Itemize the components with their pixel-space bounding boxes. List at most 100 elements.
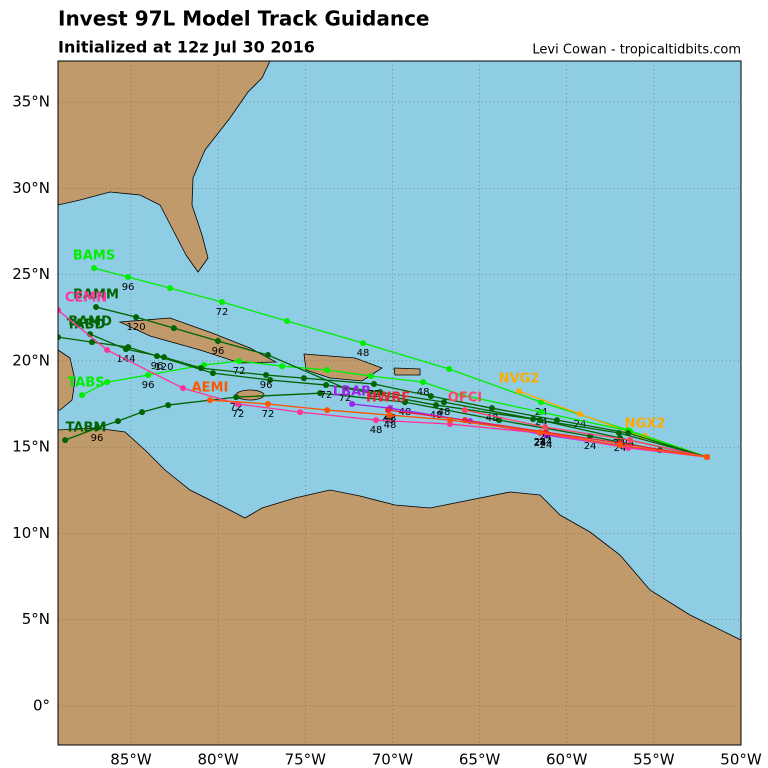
track-point: [92, 304, 99, 311]
track-point: [265, 352, 272, 359]
forecast-hour-label: 48: [384, 413, 397, 424]
south-america: [58, 427, 741, 745]
lon-tick-label: 75°W: [285, 751, 327, 768]
track-point: [373, 417, 380, 424]
track: 24 48 72 96 TABD: [58, 318, 711, 461]
track-name: HWRF: [366, 391, 410, 406]
track-name: NVG2: [499, 372, 540, 387]
track-name: CEMN: [65, 291, 107, 306]
yucatan: [58, 349, 76, 411]
forecast-hour-label: 48: [417, 387, 430, 398]
track-point: [236, 358, 243, 365]
puerto-rico: [393, 367, 421, 376]
forecast-hour-label: 24: [584, 441, 597, 452]
track-point: [263, 372, 270, 379]
track-name: BAMM: [73, 288, 119, 303]
track-line: [95, 306, 708, 458]
track-name: AEMI: [192, 381, 229, 396]
forecast-hour-label: 96: [151, 361, 164, 372]
track-point: [88, 339, 95, 346]
hispaniola: [303, 353, 383, 382]
forecast-hour-label: 48: [370, 425, 383, 436]
lat-tick-label: 15°N: [12, 438, 50, 456]
track-point: [58, 334, 61, 341]
track-point: [209, 370, 216, 377]
track-line: [58, 309, 708, 458]
forecast-hour-label: 24: [534, 437, 547, 448]
map-area: 24 48 72 96 BAMS 24 NVG2 NGX2 24 48 72 96 TABS 24 48 72…: [58, 61, 741, 745]
track-name: NGX2: [625, 417, 666, 432]
track-name: BAMS: [73, 249, 115, 264]
lon-tick-label: 80°W: [197, 751, 239, 768]
track-point: [461, 407, 468, 414]
forecast-hour-label: 72: [216, 307, 229, 318]
forecast-hour-label: 24: [540, 440, 553, 451]
forecast-hour-label: 96: [122, 282, 135, 293]
forecast-hour-label: 96: [260, 380, 273, 391]
track-point: [370, 381, 377, 388]
track-point: [530, 416, 537, 423]
forecast-hour-label: 24: [540, 437, 553, 448]
track-point: [233, 394, 240, 401]
track-line: [89, 333, 708, 458]
track-point: [553, 417, 560, 424]
track-point: [94, 425, 101, 432]
tracks: 24 48 72 96 BAMS 24 NVG2 NGX2 24 48 72 96 TABS 24 48 72…: [58, 249, 711, 461]
forecast-hour-label: 120: [154, 362, 173, 373]
lat-tick-label: 10°N: [12, 524, 50, 542]
track-point: [91, 265, 98, 272]
track-point: [626, 437, 633, 444]
forecast-hour-label: 72: [230, 402, 243, 413]
track-point: [139, 409, 146, 416]
track-point: [284, 318, 291, 325]
forecast-hour-label: 96: [212, 346, 225, 357]
track-point: [446, 417, 453, 424]
lat-tick-label: 5°N: [22, 610, 50, 628]
track-point: [576, 411, 583, 418]
track-point: [300, 375, 307, 382]
frame: [57, 60, 742, 746]
track-point: [441, 399, 448, 406]
forecast-hour-label: 24: [534, 438, 547, 449]
track-point: [125, 274, 132, 281]
track-point: [324, 407, 331, 414]
jamaica: [235, 389, 265, 401]
track-line: [209, 399, 708, 458]
track-name: TABS: [67, 376, 104, 391]
lat-tick-label: 35°N: [12, 93, 50, 111]
track-point: [218, 299, 225, 306]
track-point: [359, 340, 366, 347]
track-line: [464, 409, 708, 458]
track-point: [616, 430, 623, 437]
track-point: [62, 437, 69, 444]
axes: 85°W 80°W 75°W 70°W 65°W 60°W 55°W 50°W 0° 5°N 10°…: [12, 93, 762, 768]
track: 24 OFCI: [448, 391, 711, 461]
track-point: [267, 377, 274, 384]
track-point: [265, 401, 272, 408]
track-point: [297, 409, 304, 416]
forecast-hour-label: 72: [368, 389, 381, 400]
subtitle: Initialized at 12z Jul 30 2016: [58, 38, 315, 57]
forecast-hour-label: 24: [614, 443, 627, 454]
lon-tick-label: 50°W: [720, 751, 762, 768]
track-point: [104, 347, 111, 354]
track-point: [317, 390, 324, 397]
forecast-hour-label: 96: [142, 380, 155, 391]
track-point: [387, 412, 394, 419]
track-point: [160, 354, 167, 361]
track-point: [401, 399, 408, 406]
track-point: [206, 397, 213, 404]
forecast-hour-label: 96: [91, 433, 104, 444]
track-point: [433, 402, 440, 409]
track-point: [170, 325, 177, 332]
track-point: [342, 385, 349, 392]
cuba: [118, 317, 278, 364]
track-point: [537, 429, 544, 436]
track-point: [420, 379, 427, 386]
lon-tick-label: 60°W: [546, 751, 588, 768]
track-point: [515, 388, 522, 395]
track-point: [324, 367, 331, 374]
